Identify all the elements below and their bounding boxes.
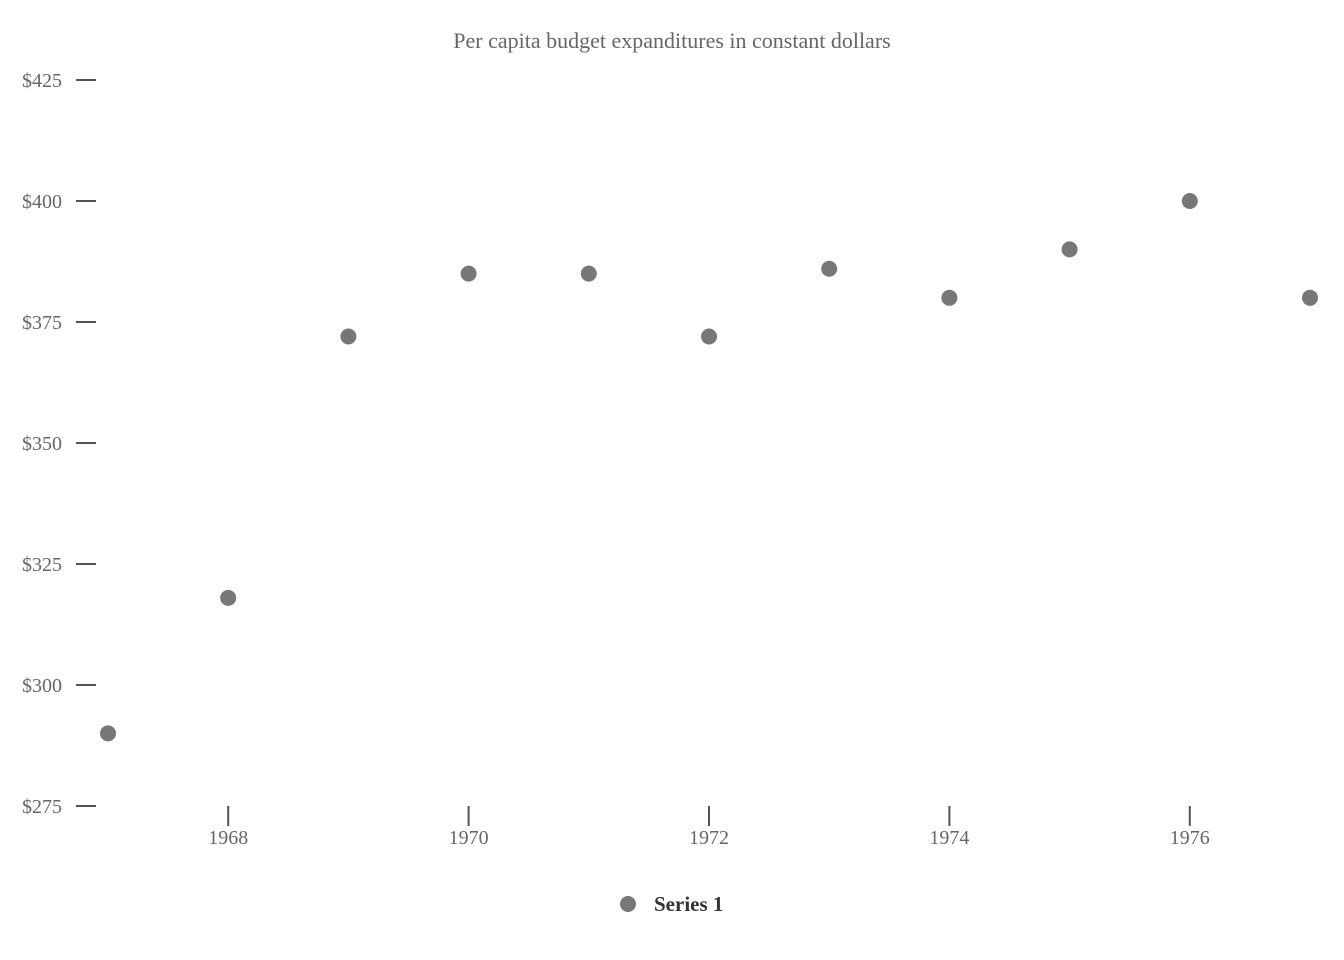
data-point bbox=[1181, 193, 1198, 209]
data-point bbox=[941, 289, 958, 306]
x-tick-label: 1972 bbox=[689, 827, 729, 849]
data-point bbox=[701, 328, 717, 345]
y-tick-label: $350 bbox=[22, 433, 62, 455]
x-tick-label: 1976 bbox=[1170, 827, 1210, 849]
x-tick-label: 1968 bbox=[208, 827, 248, 849]
legend-marker bbox=[620, 896, 636, 912]
y-tick-label: $375 bbox=[22, 312, 62, 334]
y-tick-label: $275 bbox=[22, 796, 62, 818]
y-tick-label: $425 bbox=[22, 70, 62, 92]
data-point bbox=[580, 265, 597, 282]
y-tick-label: $300 bbox=[22, 675, 62, 697]
data-point bbox=[460, 265, 477, 282]
x-tick-label: 1974 bbox=[929, 827, 969, 849]
y-axis: $275 $300 $325 $350 $375 $400 $425 bbox=[22, 70, 96, 818]
data-point bbox=[340, 328, 357, 345]
x-tick-label: 1970 bbox=[449, 827, 489, 849]
y-tick-label: $325 bbox=[22, 554, 62, 576]
data-points bbox=[100, 193, 1318, 742]
data-point bbox=[220, 589, 237, 606]
data-point bbox=[1302, 289, 1318, 306]
x-axis: 1968 1970 1972 1974 1976 bbox=[208, 806, 1210, 849]
chart-title: Per capita budget expanditures in consta… bbox=[453, 28, 890, 53]
legend-label-series-1[interactable]: Series 1 bbox=[654, 892, 723, 916]
data-point bbox=[821, 260, 838, 277]
legend[interactable]: Series 1 bbox=[620, 892, 723, 916]
data-point bbox=[1061, 241, 1078, 258]
data-point bbox=[100, 725, 116, 742]
y-tick-label: $400 bbox=[22, 191, 62, 213]
